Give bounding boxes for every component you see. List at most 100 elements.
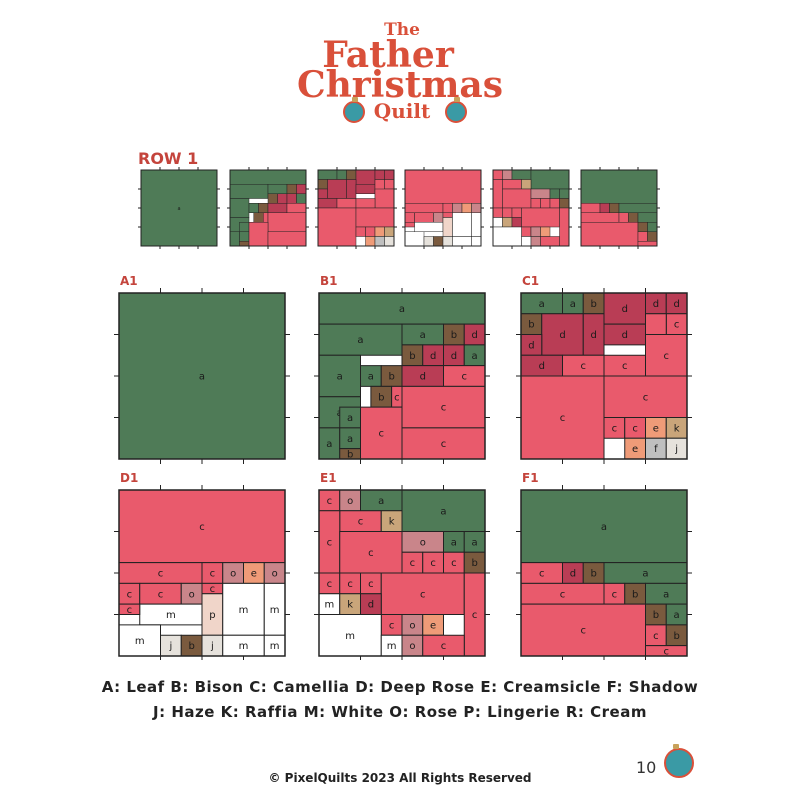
- block-b1: aaabdabddaabdcabccaaabcc: [314, 288, 490, 464]
- patch-letter: c: [158, 589, 164, 600]
- patch-letter: e: [430, 620, 436, 631]
- patch-letter: b: [378, 392, 384, 403]
- patch-letter: c: [441, 641, 447, 652]
- patch-letter: c: [368, 548, 374, 559]
- patch-letter: c: [358, 517, 364, 528]
- patch-letter: d: [368, 600, 374, 611]
- patch-letter: b: [590, 569, 596, 580]
- patch-letter: c: [653, 631, 659, 642]
- patch-letter: c: [127, 605, 133, 616]
- patch-d1-13: [222, 582, 265, 636]
- patch-letter: c: [674, 320, 680, 331]
- patch-letter: o: [420, 537, 426, 548]
- patch-letter: c: [210, 569, 216, 580]
- patch-letter: c: [560, 589, 566, 600]
- patch-letter: b: [409, 351, 415, 362]
- patch-letter: e: [653, 423, 659, 434]
- patch-letter: c: [430, 558, 436, 569]
- patch-letter: b: [388, 372, 394, 383]
- patch-letter: k: [389, 517, 395, 528]
- patch-letter: o: [347, 496, 353, 507]
- patch-letter: o: [272, 569, 278, 580]
- patch-letter: d: [570, 569, 576, 580]
- ornament-footer-icon: [664, 744, 694, 778]
- patch-letter: d: [430, 351, 436, 362]
- patch-letter: a: [399, 304, 405, 315]
- title-christmas: Christmas: [296, 64, 504, 106]
- patch-b1-22: [360, 406, 403, 460]
- legend-line-2: J: Haze K: Raffia M: White O: Rose P: Li…: [153, 703, 647, 721]
- patch-letter: e: [251, 569, 257, 580]
- title-the: The: [384, 20, 420, 40]
- patch-letter: c: [462, 372, 468, 383]
- patch-d1-0: [118, 489, 286, 564]
- patch-letter: m: [239, 605, 249, 616]
- patch-letter: c: [389, 620, 395, 631]
- patch-letter: a: [368, 372, 374, 383]
- patch-letter: c: [210, 584, 216, 595]
- patch-letter: a: [570, 299, 576, 310]
- block-a1: a: [114, 288, 290, 464]
- title-father: Father: [322, 34, 454, 76]
- patch-letter: m: [270, 605, 280, 616]
- copyright-line: © PixelQuilts 2023 All Rights Reserved: [0, 771, 800, 785]
- patch-letter: c: [327, 537, 333, 548]
- patch-letter: c: [664, 646, 670, 657]
- patch-letter: d: [590, 330, 596, 341]
- patch-letter: b: [347, 449, 353, 460]
- patch-letter: c: [441, 439, 447, 450]
- copyright-text: PixelQuilts 2023 All Rights Reserved: [284, 771, 532, 785]
- patch-letter: c: [560, 413, 566, 424]
- patch-letter: o: [230, 569, 236, 580]
- block-diagrams: aaaabdabddaabdcabccaaabccaabdddbddcdcdcd…: [114, 288, 692, 660]
- patch-letter: m: [345, 631, 355, 642]
- patch-letter: a: [199, 372, 205, 383]
- patch-e1-7: [339, 531, 403, 574]
- block-c1: aabdddbddcdcdcdccccccekefj: [516, 288, 692, 464]
- patch-letter: k: [674, 423, 680, 434]
- patch-letter: c: [127, 589, 133, 600]
- patch-letter: c: [622, 361, 628, 372]
- patch-letter: m: [166, 610, 176, 621]
- patch-letter: m: [325, 600, 335, 611]
- patch-letter: d: [539, 361, 545, 372]
- patch-letter: c: [327, 579, 333, 590]
- patch-letter: j: [210, 641, 214, 652]
- patch-letter: b: [653, 610, 659, 621]
- block-d1: [402, 167, 484, 249]
- block-e1: [490, 167, 572, 249]
- block-c1: [315, 167, 397, 249]
- patch-letter: b: [471, 558, 477, 569]
- patch-c1-18: [603, 375, 688, 418]
- patch-letter: b: [590, 299, 596, 310]
- patch-letter: c: [664, 351, 670, 362]
- patch-letter: b: [188, 641, 194, 652]
- block-label-f1: F1: [522, 471, 539, 485]
- patch-letter: a: [337, 372, 343, 383]
- patch-letter: a: [357, 335, 363, 346]
- patch-letter: c: [612, 423, 618, 434]
- block-a1: a: [138, 167, 220, 249]
- patch-letter: o: [409, 620, 415, 631]
- patch-letter: c: [612, 589, 618, 600]
- patch-letter: c: [420, 589, 426, 600]
- patch-letter: c: [441, 403, 447, 414]
- patch-letter: a: [642, 569, 648, 580]
- block-label-d1: D1: [120, 471, 139, 485]
- patch-letter: d: [559, 330, 565, 341]
- patch-letter: b: [451, 330, 457, 341]
- patch-letter: a: [440, 506, 446, 517]
- page-number: 10: [636, 758, 657, 777]
- patch-letter: m: [239, 641, 249, 652]
- block-b1: [227, 167, 309, 249]
- patch-c1-17: [520, 375, 605, 460]
- patch-letter: c: [581, 361, 587, 372]
- patch-a1-0: [118, 292, 286, 460]
- patch-f1-0: [580, 169, 658, 204]
- patch-letter: a: [674, 610, 680, 621]
- patch-letter: p: [209, 610, 215, 621]
- patch-letter: c: [379, 429, 385, 440]
- patch-letter: d: [673, 299, 679, 310]
- patch-letter: m: [270, 641, 280, 652]
- patch-letter: d: [471, 330, 477, 341]
